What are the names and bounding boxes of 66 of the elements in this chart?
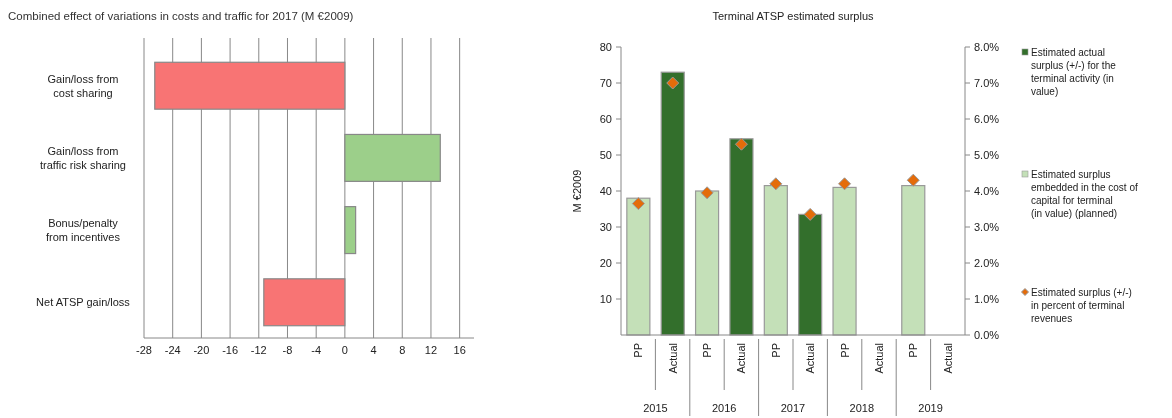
point <box>803 207 817 221</box>
chart-title: Combined effect of variations in costs and traffic for 2017 (M €2009) <box>8 10 354 22</box>
x-tick-label: -4 <box>311 344 322 356</box>
y2-tick-label: 3.0% <box>974 221 1000 233</box>
bar <box>729 138 754 336</box>
y2-tick-label: 1.0% <box>974 293 1000 305</box>
y-tick-label: 30 <box>599 221 612 233</box>
x-tick-label: PP <box>701 343 713 358</box>
bar <box>660 71 685 336</box>
x-tick-label: PP <box>632 343 645 358</box>
y-tick-label: 20 <box>599 257 612 269</box>
y2-tick-label: 8.0% <box>974 41 1000 53</box>
y-tick-label: 50 <box>599 149 612 161</box>
x-tick-label: Actual <box>804 343 817 374</box>
y-tick-label: 40 <box>599 185 612 197</box>
text: 2019 <box>918 402 943 414</box>
text: 2016 <box>711 402 737 414</box>
chart-title: Terminal ATSP estimated surplus <box>712 10 874 22</box>
x-tick-label: 16 <box>453 344 466 356</box>
x-tick-label: Actual <box>941 343 954 374</box>
point <box>906 173 920 187</box>
bar <box>694 190 720 336</box>
x-tick-label: -16 <box>222 344 239 356</box>
text: 2017 <box>780 402 806 414</box>
text: 2015 <box>643 402 668 414</box>
legend-label: Estimated actual surplus (+/-) for the terminal activity (in value) <box>1031 47 1117 97</box>
x-tick-label: -12 <box>250 344 267 356</box>
text: 2018 <box>849 402 875 414</box>
y-tick-label: Bonus/penalty from incentives <box>46 217 121 244</box>
x-tick-label: Actual <box>735 343 748 374</box>
y-tick-label: Net ATSP gain/loss <box>36 296 131 309</box>
y2-tick-label: 7.0% <box>974 77 1000 89</box>
y-tick-label: Gain/loss from traffic risk sharing <box>40 144 126 171</box>
x-tick-label: 4 <box>370 344 377 356</box>
x-tick-label: PP <box>907 343 920 358</box>
x-tick-label: 0 <box>341 344 348 356</box>
point <box>769 177 783 191</box>
y2-tick-label: 6.0% <box>974 113 1000 125</box>
bar <box>626 197 651 336</box>
y-tick-label: 80 <box>599 41 612 53</box>
legend-label: Estimated surplus (+/-) in percent of terminal revenues <box>1031 287 1132 324</box>
x-tick-label: -28 <box>136 344 152 356</box>
point <box>631 197 645 211</box>
point <box>838 177 852 191</box>
y2-tick-label: 0.0% <box>974 329 1000 341</box>
x-tick-label: PP <box>838 343 851 358</box>
x-tick-label: 8 <box>399 344 406 356</box>
point <box>666 76 680 90</box>
point <box>700 186 714 200</box>
y-tick-label: 10 <box>599 293 612 305</box>
x-tick-label: PP <box>769 343 782 358</box>
x-tick-label: 12 <box>424 344 438 356</box>
y2-tick-label: 4.0% <box>974 185 1000 197</box>
legend-label: Estimated surplus embedded in the cost of capital for terminal (in value) (planned) <box>1031 169 1138 219</box>
y-tick-label: Gain/loss from cost sharing <box>47 72 119 99</box>
x-tick-label: Actual <box>873 343 885 374</box>
y2-tick-label: 2.0% <box>974 257 1000 269</box>
y-axis-title: M €2009 <box>571 169 583 213</box>
point <box>734 137 748 151</box>
x-tick-label: -24 <box>164 344 181 356</box>
x-tick-label: -20 <box>193 344 210 356</box>
y-tick-label: 70 <box>599 77 612 89</box>
y2-tick-label: 5.0% <box>974 149 1000 161</box>
x-tick-label: -8 <box>282 344 293 356</box>
y-tick-label: 60 <box>599 113 612 125</box>
x-tick-label: Actual <box>666 343 679 374</box>
